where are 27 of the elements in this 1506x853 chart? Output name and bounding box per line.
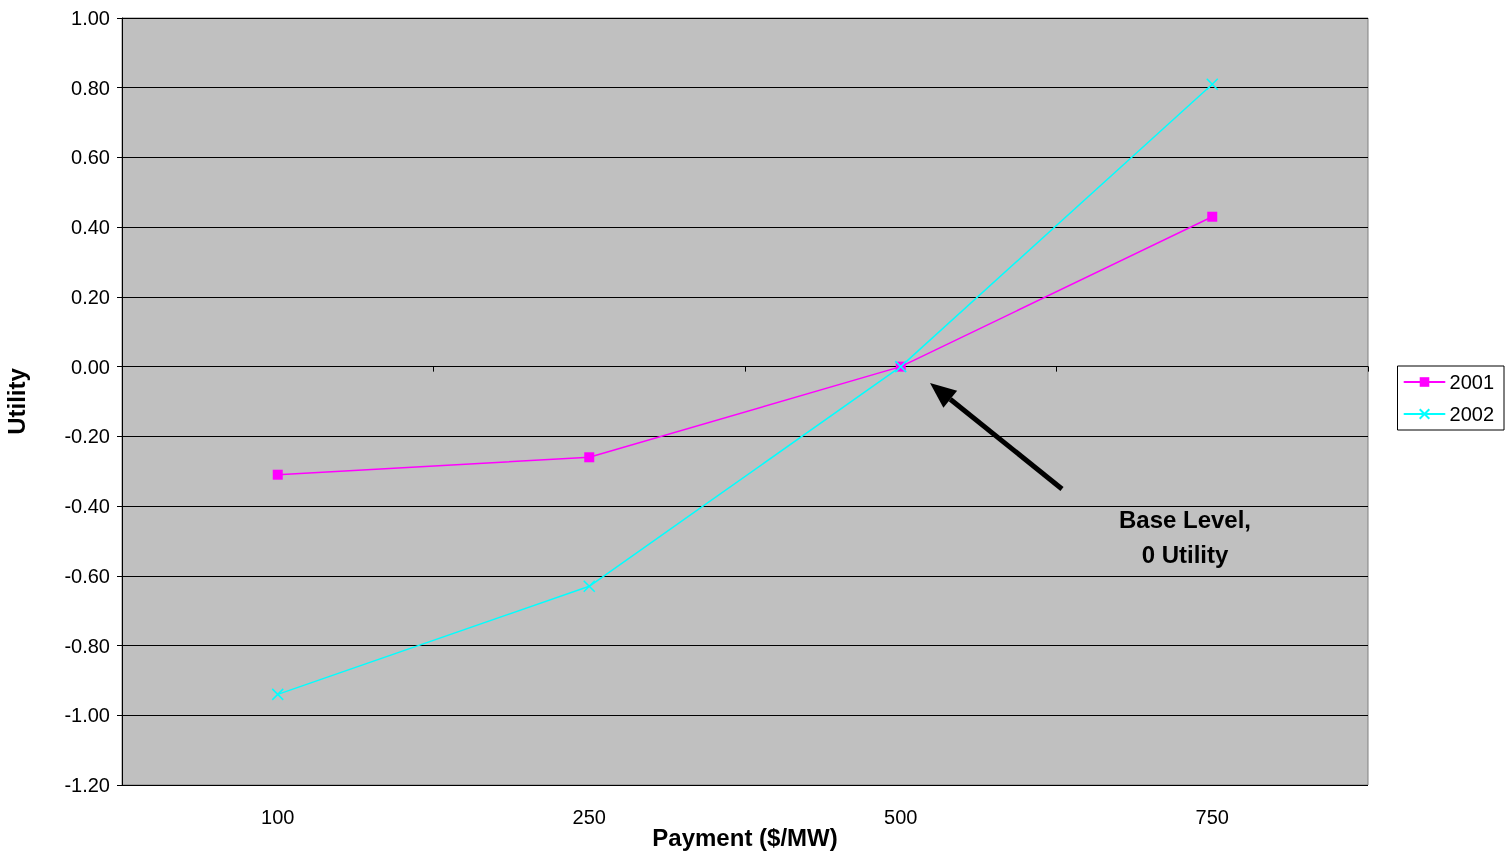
- x-tick-label: 750: [1195, 806, 1229, 828]
- legend-label: 2002: [1449, 403, 1495, 425]
- y-tick-label: 0.20: [71, 285, 110, 308]
- point: [1206, 77, 1219, 91]
- point: [1207, 211, 1218, 222]
- y-axis-title: Utility: [2, 367, 30, 435]
- y-tick-label: 0.80: [71, 76, 110, 99]
- y-tick-label: 0.40: [71, 216, 110, 239]
- x-axis-title: Payment ($/MW): [652, 823, 838, 851]
- y-tick-label: -0.40: [64, 495, 110, 518]
- point: [583, 580, 596, 593]
- x-tick-label: 250: [572, 806, 606, 828]
- y-tick-label: -0.60: [64, 564, 110, 587]
- y-tick-label: 0.60: [71, 146, 110, 169]
- y-tick-label: -1.20: [64, 774, 110, 796]
- point: [272, 469, 283, 480]
- y-tick-label: 1.00: [71, 7, 110, 29]
- annotation: Base Level, 0 Utility: [1118, 506, 1252, 568]
- legend-label: 2001: [1449, 371, 1495, 393]
- y-tick-label: 0.00: [71, 355, 110, 378]
- y-tick-label: -0.80: [64, 634, 110, 657]
- y-tick-label: -1.00: [64, 704, 110, 727]
- x-tick-label: 500: [884, 806, 918, 828]
- point: [584, 452, 595, 463]
- x-tick-label: 100: [261, 806, 295, 828]
- y-tick-label: -0.20: [64, 425, 110, 448]
- point: [271, 688, 284, 701]
